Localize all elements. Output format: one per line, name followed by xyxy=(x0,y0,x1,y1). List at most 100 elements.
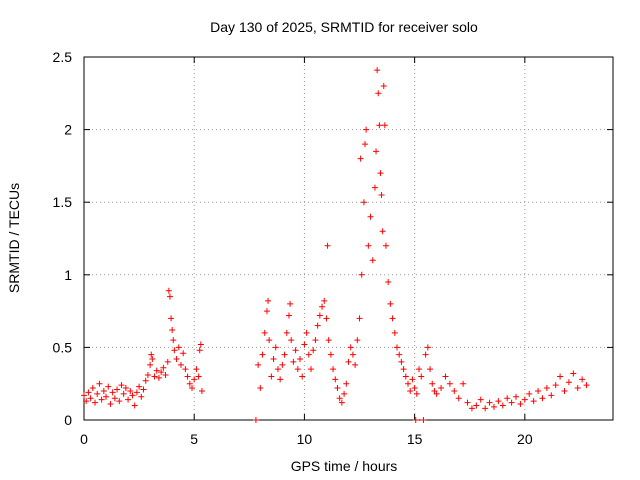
data-point xyxy=(338,399,345,406)
data-point xyxy=(438,385,445,392)
data-point xyxy=(175,344,182,351)
data-point xyxy=(473,402,480,409)
data-point xyxy=(142,377,149,384)
x-axis-label: GPS time / hours xyxy=(291,458,398,474)
data-point xyxy=(433,390,440,397)
data-point xyxy=(81,392,87,399)
data-point xyxy=(87,395,94,402)
data-point xyxy=(98,396,105,403)
data-point xyxy=(347,344,354,351)
x-tick-label: 20 xyxy=(517,431,533,447)
data-point xyxy=(266,337,273,344)
data-point xyxy=(308,366,315,373)
data-point xyxy=(429,380,436,387)
data-point xyxy=(252,417,259,423)
data-point xyxy=(158,369,165,376)
x-tick-label: 5 xyxy=(190,431,198,447)
data-point xyxy=(96,380,103,387)
y-tick-label: 1.5 xyxy=(53,194,73,210)
data-point xyxy=(442,373,449,380)
data-point xyxy=(103,393,110,400)
data-point xyxy=(120,390,127,397)
data-point xyxy=(381,122,388,129)
grid-lines xyxy=(84,57,613,420)
plot-frame xyxy=(83,56,614,421)
data-point xyxy=(391,329,398,336)
data-point xyxy=(375,90,382,97)
data-point xyxy=(570,370,577,377)
data-point xyxy=(193,366,200,373)
data-point xyxy=(380,83,387,90)
data-point xyxy=(263,308,270,315)
data-point xyxy=(345,358,352,365)
y-tick-label: 0 xyxy=(64,412,72,428)
data-point xyxy=(332,376,339,383)
data-point xyxy=(513,393,520,400)
data-point xyxy=(94,390,101,397)
data-point xyxy=(301,341,308,348)
data-point xyxy=(180,350,187,357)
data-point xyxy=(393,344,400,351)
data-point xyxy=(574,385,581,392)
data-point xyxy=(356,315,363,322)
data-point xyxy=(336,395,343,402)
data-point xyxy=(85,389,92,396)
data-point xyxy=(133,389,140,396)
x-tick-label: 0 xyxy=(80,431,88,447)
data-point xyxy=(323,315,330,322)
data-point xyxy=(105,383,112,390)
data-point xyxy=(422,351,429,358)
data-point xyxy=(270,356,277,363)
data-point xyxy=(330,366,337,373)
data-point xyxy=(349,351,356,358)
data-point xyxy=(319,303,326,310)
x-tick-label: 15 xyxy=(407,431,423,447)
data-point xyxy=(565,379,572,386)
data-point xyxy=(314,322,321,329)
data-point xyxy=(274,366,281,373)
data-point xyxy=(277,376,284,383)
data-point xyxy=(358,271,365,278)
data-point xyxy=(334,385,341,392)
y-tick-label: 2 xyxy=(64,122,72,138)
data-point xyxy=(583,382,590,389)
data-point xyxy=(427,366,434,373)
data-point xyxy=(548,392,555,399)
data-point xyxy=(196,347,203,354)
x-tick-label: 10 xyxy=(297,431,313,447)
data-point xyxy=(486,399,493,406)
data-point xyxy=(111,395,118,402)
data-point xyxy=(255,361,262,368)
data-point xyxy=(153,367,160,374)
data-point xyxy=(369,257,376,264)
data-point xyxy=(413,390,420,397)
data-point xyxy=(116,398,123,405)
data-point xyxy=(371,184,378,191)
chart-title: Day 130 of 2025, SRMTID for receiver sol… xyxy=(210,19,478,35)
data-point xyxy=(402,373,409,380)
data-point xyxy=(148,351,155,358)
data-point xyxy=(530,398,537,405)
y-tick-label: 2.5 xyxy=(53,49,73,65)
data-point xyxy=(561,387,568,394)
data-point xyxy=(164,358,171,365)
data-point xyxy=(279,361,286,368)
data-point xyxy=(535,387,542,394)
data-point xyxy=(303,329,310,336)
data-point xyxy=(268,373,275,380)
data-point xyxy=(365,242,372,249)
data-point xyxy=(324,242,331,249)
data-point xyxy=(424,344,431,351)
data-point xyxy=(343,380,350,387)
data-point xyxy=(144,371,151,378)
data-point xyxy=(290,358,297,365)
data-point xyxy=(310,347,317,354)
data-point xyxy=(288,337,295,344)
data-point xyxy=(265,297,272,304)
data-point xyxy=(177,361,184,368)
data-point xyxy=(398,358,405,365)
data-point xyxy=(482,405,489,412)
data-point xyxy=(155,374,162,381)
data-point xyxy=(281,351,288,358)
